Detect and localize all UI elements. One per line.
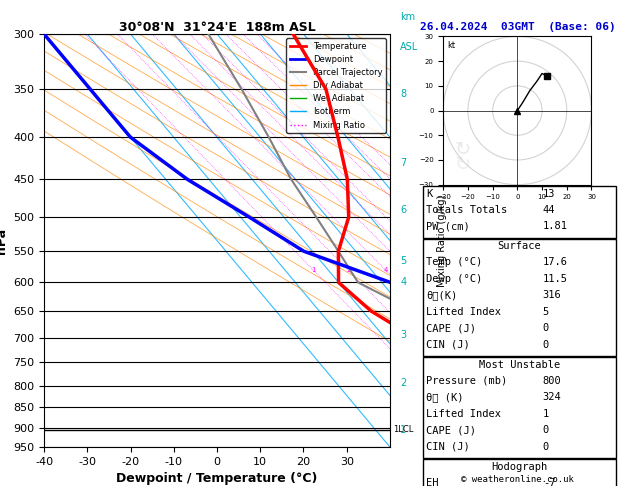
Legend: Temperature, Dewpoint, Parcel Trajectory, Dry Adiabat, Wet Adiabat, Isotherm, Mi: Temperature, Dewpoint, Parcel Trajectory…: [286, 38, 386, 133]
Text: 44: 44: [543, 205, 555, 215]
Text: 8: 8: [401, 89, 406, 99]
Text: Temp (°C): Temp (°C): [426, 257, 482, 267]
Text: 4: 4: [384, 267, 388, 273]
Text: ASL: ASL: [401, 42, 419, 52]
Text: CAPE (J): CAPE (J): [426, 323, 476, 333]
Text: Lifted Index: Lifted Index: [426, 307, 501, 317]
Text: K: K: [426, 189, 432, 199]
X-axis label: Dewpoint / Temperature (°C): Dewpoint / Temperature (°C): [116, 472, 318, 486]
Text: 0: 0: [543, 340, 549, 350]
Text: 0: 0: [543, 323, 549, 333]
Title: 30°08'N  31°24'E  188m ASL: 30°08'N 31°24'E 188m ASL: [119, 21, 315, 34]
Text: CIN (J): CIN (J): [426, 340, 470, 350]
Text: 800: 800: [543, 376, 562, 386]
Text: 3: 3: [401, 330, 406, 340]
Text: θᴇ (K): θᴇ (K): [426, 392, 464, 402]
Text: 1.81: 1.81: [543, 221, 568, 231]
Text: 1: 1: [311, 267, 316, 273]
Text: 0: 0: [543, 425, 549, 435]
Text: 316: 316: [543, 290, 562, 300]
Text: 5: 5: [543, 307, 549, 317]
Text: CAPE (J): CAPE (J): [426, 425, 476, 435]
Text: Lifted Index: Lifted Index: [426, 409, 501, 419]
Text: Dewp (°C): Dewp (°C): [426, 274, 482, 284]
Text: 17.6: 17.6: [543, 257, 568, 267]
Text: Surface: Surface: [498, 241, 542, 251]
Text: 1: 1: [401, 425, 406, 435]
Text: 324: 324: [543, 392, 562, 402]
Text: 1: 1: [543, 409, 549, 419]
Text: 0: 0: [543, 442, 549, 452]
Text: 26.04.2024  03GMT  (Base: 06): 26.04.2024 03GMT (Base: 06): [420, 22, 616, 32]
Text: θᴇ(K): θᴇ(K): [426, 290, 457, 300]
Text: PW (cm): PW (cm): [426, 221, 470, 231]
Text: 4: 4: [401, 278, 406, 287]
Text: ↻: ↻: [455, 140, 471, 159]
Text: -7: -7: [543, 478, 555, 486]
Text: Most Unstable: Most Unstable: [479, 360, 560, 370]
Text: 2: 2: [346, 267, 350, 273]
Text: Totals Totals: Totals Totals: [426, 205, 507, 215]
Text: EH: EH: [426, 478, 438, 486]
Text: Mixing Ratio (g/kg): Mixing Ratio (g/kg): [437, 194, 447, 287]
Text: 13: 13: [543, 189, 555, 199]
Text: 6: 6: [401, 205, 406, 215]
Text: kt: kt: [448, 41, 456, 50]
Y-axis label: hPa: hPa: [0, 227, 8, 254]
Text: CIN (J): CIN (J): [426, 442, 470, 452]
Text: km: km: [401, 12, 416, 21]
Text: 7: 7: [401, 158, 406, 168]
Text: 11.5: 11.5: [543, 274, 568, 284]
Text: Hodograph: Hodograph: [491, 462, 548, 472]
Text: 2: 2: [401, 378, 406, 388]
Text: 1LCL: 1LCL: [394, 425, 414, 434]
Text: ↻: ↻: [455, 155, 471, 174]
Text: 5: 5: [401, 256, 406, 266]
Text: Pressure (mb): Pressure (mb): [426, 376, 507, 386]
Text: © weatheronline.co.uk: © weatheronline.co.uk: [461, 474, 574, 484]
